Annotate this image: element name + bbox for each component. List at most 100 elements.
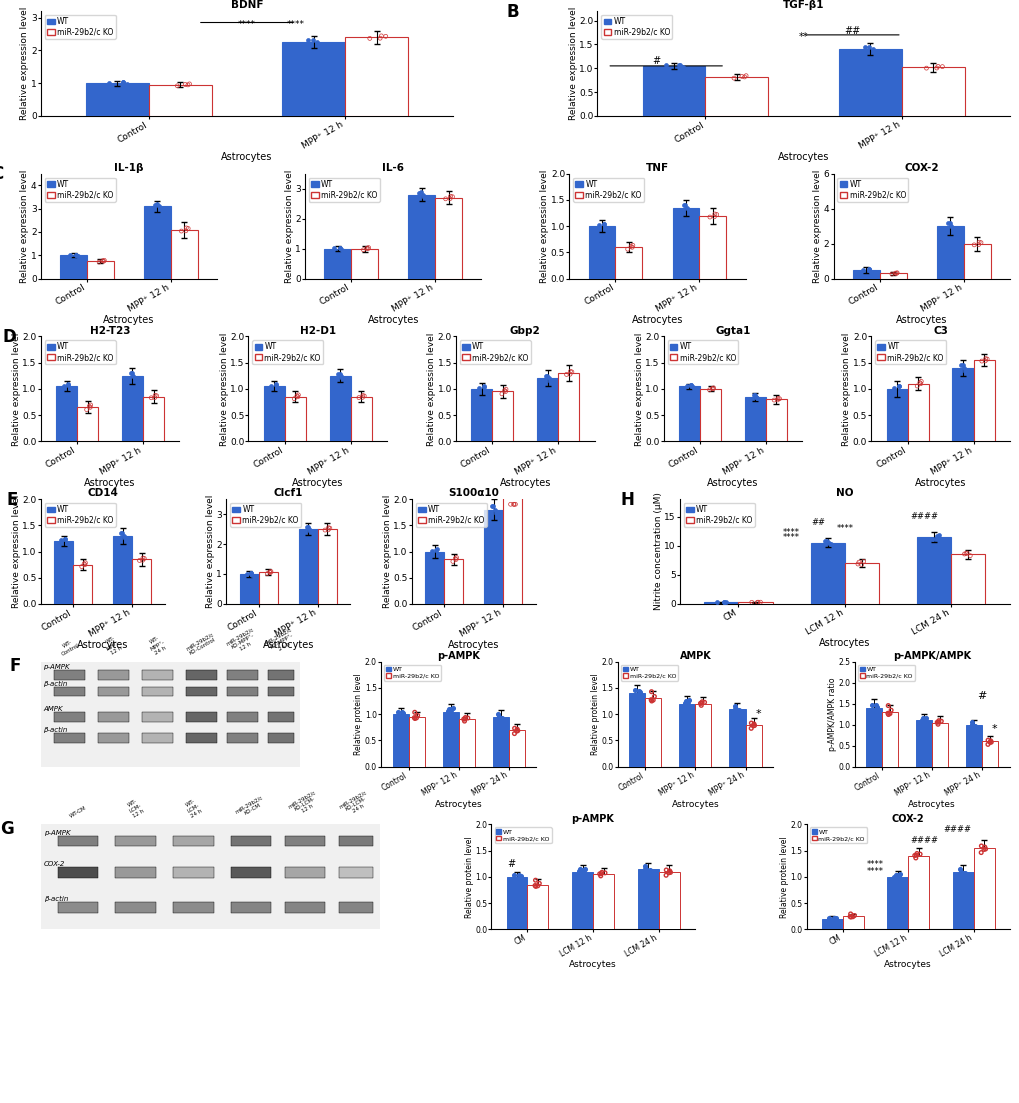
FancyBboxPatch shape	[98, 687, 128, 696]
Point	[952, 356, 968, 374]
Point	[572, 860, 588, 878]
Bar	[435, 197, 462, 279]
Title: TNF: TNF	[645, 163, 668, 173]
Point	[941, 214, 957, 232]
Point	[965, 236, 981, 254]
Bar	[537, 378, 557, 441]
Bar	[844, 564, 878, 604]
Point	[359, 239, 375, 257]
Point	[746, 717, 762, 735]
Point	[661, 864, 678, 881]
Point	[963, 716, 979, 733]
Point	[850, 554, 866, 571]
Point	[972, 234, 988, 251]
Point	[886, 379, 902, 397]
Point	[496, 382, 513, 399]
Point	[727, 700, 743, 718]
Bar	[907, 384, 928, 441]
Y-axis label: Relative expression level: Relative expression level	[568, 7, 577, 120]
Bar	[699, 216, 726, 279]
Point	[677, 196, 693, 214]
Bar	[351, 397, 371, 441]
Point	[952, 864, 968, 881]
Y-axis label: Relative expression level: Relative expression level	[206, 495, 215, 608]
Title: COX-2: COX-2	[904, 163, 938, 173]
Bar	[931, 722, 948, 767]
Bar	[981, 741, 998, 767]
Bar	[557, 373, 579, 441]
Point	[866, 703, 882, 720]
Bar	[471, 389, 492, 441]
Point	[661, 863, 678, 880]
Legend: WT, miR-29b2/c KO: WT, miR-29b2/c KO	[45, 14, 115, 39]
Text: WT-
Control: WT- Control	[58, 638, 81, 656]
Point	[890, 867, 906, 885]
X-axis label: Astrocytes: Astrocytes	[85, 478, 136, 488]
Legend: WT, miR-29b2/c KO: WT, miR-29b2/c KO	[573, 178, 643, 202]
Point	[854, 260, 870, 278]
Point	[299, 518, 315, 536]
Point	[484, 497, 500, 515]
Point	[867, 696, 883, 714]
Text: ****: ****	[783, 528, 799, 537]
Title: IL-1β: IL-1β	[114, 163, 144, 173]
FancyBboxPatch shape	[185, 733, 216, 742]
Point	[502, 495, 519, 513]
Bar	[699, 389, 720, 441]
Point	[147, 195, 163, 213]
FancyBboxPatch shape	[230, 867, 271, 878]
Point	[442, 700, 459, 718]
Title: CD14: CD14	[88, 489, 118, 499]
Point	[619, 240, 635, 258]
Point	[842, 906, 858, 923]
FancyBboxPatch shape	[115, 836, 156, 846]
FancyBboxPatch shape	[230, 902, 271, 912]
X-axis label: Astrocytes: Astrocytes	[908, 800, 955, 808]
Point	[642, 690, 658, 708]
Point	[938, 215, 955, 233]
Point	[929, 716, 946, 733]
Point	[263, 377, 279, 395]
Y-axis label: Relative expression level: Relative expression level	[812, 170, 821, 282]
Point	[476, 383, 492, 400]
Point	[330, 365, 346, 383]
Point	[592, 867, 608, 885]
Point	[178, 219, 195, 237]
Point	[680, 202, 696, 219]
Point	[745, 386, 761, 404]
Point	[956, 545, 972, 563]
Legend: WT, miR-29b2/c KO: WT, miR-29b2/c KO	[252, 340, 323, 364]
Point	[181, 75, 198, 93]
Title: H2-D1: H2-D1	[300, 325, 335, 335]
Y-axis label: Nitrite concentration (μM): Nitrite concentration (μM)	[653, 493, 662, 610]
Bar	[425, 552, 444, 604]
Point	[889, 866, 905, 884]
Point	[743, 593, 759, 611]
X-axis label: Astrocytes: Astrocytes	[631, 315, 683, 325]
Point	[765, 392, 782, 409]
FancyBboxPatch shape	[115, 902, 156, 912]
Point	[527, 871, 543, 889]
Point	[510, 721, 526, 739]
Point	[60, 375, 76, 393]
Point	[489, 705, 505, 722]
Point	[448, 548, 465, 566]
Legend: WT, miR-29b2/c KO: WT, miR-29b2/c KO	[857, 665, 914, 681]
FancyBboxPatch shape	[268, 733, 294, 742]
Point	[701, 381, 717, 398]
FancyBboxPatch shape	[173, 902, 213, 912]
Point	[490, 708, 506, 726]
Point	[57, 531, 73, 548]
Point	[747, 388, 763, 406]
Point	[595, 215, 611, 233]
Point	[485, 497, 501, 515]
Point	[859, 260, 875, 278]
Bar	[77, 407, 98, 441]
Point	[577, 860, 593, 878]
Point	[395, 705, 412, 722]
Point	[506, 719, 523, 737]
Bar	[132, 559, 151, 604]
Point	[460, 709, 476, 727]
Point	[302, 522, 318, 539]
Point	[637, 860, 653, 878]
